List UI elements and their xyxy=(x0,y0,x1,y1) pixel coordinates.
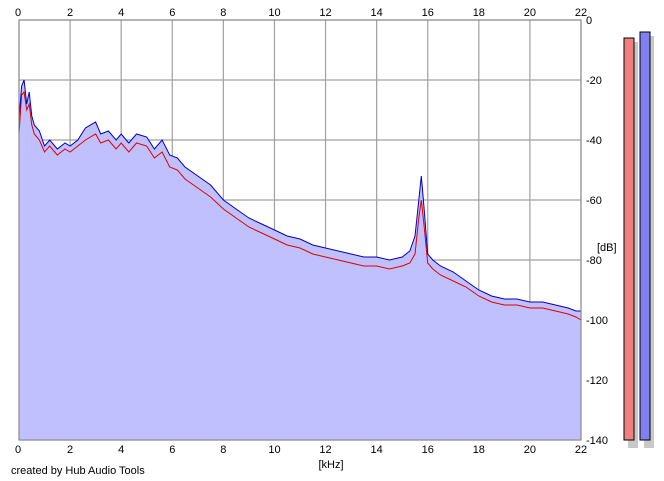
x-tick-label-top: 14 xyxy=(371,7,383,19)
series-line-1 xyxy=(18,79,581,312)
x-tick-label-bottom: 10 xyxy=(268,444,280,456)
y-tick-label: -60 xyxy=(586,195,602,207)
x-tick-label-bottom: 2 xyxy=(67,444,73,456)
y-tick-label: -120 xyxy=(586,375,608,387)
y-tick-label: -140 xyxy=(586,435,608,447)
y-axis-label: [dB] xyxy=(597,242,617,254)
x-tick-label-top: 6 xyxy=(169,7,175,19)
x-tick-label-top: 2 xyxy=(67,7,73,19)
x-tick-label-top: 0 xyxy=(15,7,21,19)
plot-frame xyxy=(18,19,582,441)
x-tick-label-bottom: 14 xyxy=(371,444,383,456)
credit-text: created by Hub Audio Tools xyxy=(11,465,145,477)
level-meter-bar xyxy=(623,37,635,441)
y-tick-label: -20 xyxy=(586,75,602,87)
y-tick-label: -40 xyxy=(586,135,602,147)
x-axis-label: [kHz] xyxy=(318,459,343,471)
x-tick-label-bottom: 6 xyxy=(169,444,175,456)
x-tick-label-bottom: 20 xyxy=(524,444,536,456)
spectrum-area-fill xyxy=(19,80,581,440)
x-tick-labels-bottom: 0 2 4 6 8 10 12 14 16 18 20 22 xyxy=(15,444,587,456)
x-tick-label-bottom: 0 xyxy=(15,444,21,456)
x-tick-label-bottom: 8 xyxy=(220,444,226,456)
x-tick-label-top: 22 xyxy=(575,7,587,19)
y-tick-label: 0 xyxy=(586,15,592,27)
x-tick-label-bottom: 16 xyxy=(422,444,434,456)
level-meters xyxy=(623,31,654,448)
x-tick-label-bottom: 12 xyxy=(319,444,331,456)
x-tick-label-top: 8 xyxy=(220,7,226,19)
x-tick-label-top: 10 xyxy=(268,7,280,19)
x-tick-label-bottom: 18 xyxy=(473,444,485,456)
x-tick-label-top: 18 xyxy=(473,7,485,19)
spectrum-areas xyxy=(19,80,581,440)
level-meter-bar xyxy=(639,31,651,441)
x-tick-label-top: 12 xyxy=(319,7,331,19)
x-tick-label-top: 20 xyxy=(524,7,536,19)
x-tick-label-top: 16 xyxy=(422,7,434,19)
spectrum-lines xyxy=(18,79,582,321)
x-tick-labels-top: 0 2 4 6 8 10 12 14 16 18 20 22 xyxy=(15,7,587,19)
x-tick-label-top: 4 xyxy=(118,7,124,19)
x-tick-label-bottom: 4 xyxy=(118,444,124,456)
series-line-2 xyxy=(18,90,582,321)
y-tick-labels: 0 -20 -40 -60 -80 -100 -120 -140 xyxy=(586,15,608,447)
y-tick-label: -80 xyxy=(586,255,602,267)
x-tick-label-bottom: 22 xyxy=(575,444,587,456)
y-tick-label: -100 xyxy=(586,315,608,327)
